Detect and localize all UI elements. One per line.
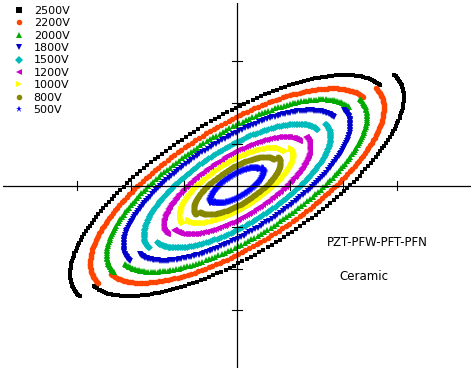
500V bbox=[211, 200, 217, 204]
1500V bbox=[154, 240, 160, 244]
1800V bbox=[215, 246, 221, 250]
2500V bbox=[392, 73, 397, 77]
500V bbox=[255, 180, 261, 184]
1500V bbox=[174, 245, 180, 250]
2000V bbox=[212, 255, 218, 259]
1800V bbox=[161, 259, 166, 263]
2500V bbox=[91, 284, 97, 288]
1800V bbox=[150, 257, 155, 262]
500V bbox=[209, 201, 215, 206]
1000V bbox=[198, 221, 203, 225]
800V bbox=[240, 160, 246, 164]
500V bbox=[259, 166, 265, 170]
1200V bbox=[161, 220, 167, 224]
Line: 2500V: 2500V bbox=[68, 73, 406, 299]
2500V bbox=[127, 294, 132, 298]
1800V bbox=[127, 259, 133, 263]
2200V bbox=[352, 164, 357, 168]
1500V bbox=[219, 234, 224, 239]
500V bbox=[230, 198, 236, 203]
2200V bbox=[139, 280, 145, 285]
1200V bbox=[303, 135, 309, 139]
1200V bbox=[187, 232, 192, 236]
2000V bbox=[253, 114, 258, 118]
1800V bbox=[121, 239, 127, 244]
2000V bbox=[104, 247, 110, 252]
2500V bbox=[77, 294, 82, 298]
1500V bbox=[165, 244, 171, 249]
1000V bbox=[178, 211, 183, 216]
Text: Ceramic: Ceramic bbox=[339, 270, 388, 283]
2500V bbox=[68, 265, 73, 270]
2000V bbox=[150, 270, 156, 274]
500V bbox=[217, 201, 223, 206]
1000V bbox=[225, 214, 230, 219]
2200V bbox=[255, 105, 261, 109]
1500V bbox=[141, 229, 146, 234]
1000V bbox=[288, 146, 293, 150]
800V bbox=[202, 212, 208, 216]
1000V bbox=[280, 176, 285, 180]
Line: 500V: 500V bbox=[207, 164, 267, 207]
Line: 800V: 800V bbox=[191, 154, 283, 217]
2200V bbox=[373, 86, 378, 91]
1500V bbox=[146, 245, 152, 250]
2500V bbox=[368, 161, 374, 165]
1000V bbox=[242, 153, 248, 157]
1200V bbox=[222, 223, 228, 228]
500V bbox=[214, 201, 220, 205]
1000V bbox=[192, 220, 198, 225]
1500V bbox=[309, 171, 315, 175]
2000V bbox=[122, 262, 128, 266]
1200V bbox=[171, 227, 177, 232]
800V bbox=[269, 178, 274, 182]
500V bbox=[238, 169, 244, 174]
1800V bbox=[137, 252, 143, 256]
Line: 1000V: 1000V bbox=[177, 145, 297, 226]
2200V bbox=[125, 279, 131, 284]
Line: 1800V: 1800V bbox=[121, 108, 353, 263]
800V bbox=[197, 210, 202, 214]
1200V bbox=[245, 144, 250, 148]
1000V bbox=[185, 217, 191, 222]
800V bbox=[275, 155, 281, 159]
2500V bbox=[258, 94, 264, 98]
2000V bbox=[111, 270, 117, 274]
2500V bbox=[206, 275, 212, 279]
2000V bbox=[338, 166, 344, 171]
2200V bbox=[88, 256, 93, 260]
2200V bbox=[96, 280, 101, 285]
800V bbox=[227, 207, 233, 211]
1200V bbox=[293, 174, 299, 178]
Text: PZT-PFW-PFT-PFN: PZT-PFW-PFT-PFN bbox=[327, 236, 427, 249]
2500V bbox=[110, 292, 116, 297]
Line: 2200V: 2200V bbox=[87, 86, 387, 286]
2200V bbox=[210, 264, 215, 268]
2000V bbox=[137, 269, 143, 273]
800V bbox=[193, 212, 199, 217]
Line: 1500V: 1500V bbox=[141, 121, 333, 250]
1200V bbox=[180, 232, 185, 236]
Line: 2000V: 2000V bbox=[104, 96, 370, 275]
800V bbox=[191, 205, 197, 209]
1800V bbox=[341, 108, 347, 113]
Legend: 2500V, 2200V, 2000V, 1800V, 1500V, 1200V, 1000V, 800V, 500V: 2500V, 2200V, 2000V, 1800V, 1500V, 1200V… bbox=[4, 1, 74, 119]
1000V bbox=[181, 221, 186, 226]
1200V bbox=[165, 232, 171, 236]
1500V bbox=[247, 133, 253, 138]
1800V bbox=[325, 168, 331, 173]
Line: 1200V: 1200V bbox=[161, 134, 313, 237]
1800V bbox=[250, 122, 256, 127]
1500V bbox=[322, 121, 328, 126]
500V bbox=[208, 197, 213, 201]
2000V bbox=[357, 97, 363, 102]
800V bbox=[206, 212, 212, 217]
2200V bbox=[108, 272, 114, 276]
